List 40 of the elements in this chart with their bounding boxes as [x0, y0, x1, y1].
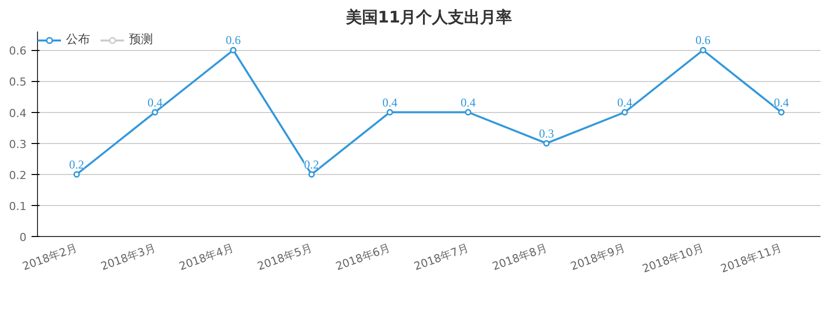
data-label: 0.4: [382, 95, 398, 110]
data-label: 0.4: [460, 95, 476, 110]
data-label: 0.4: [774, 95, 789, 110]
legend-label: 预测: [129, 31, 153, 48]
data-label: 0.3: [538, 126, 554, 140]
data-label: 0.4: [617, 95, 632, 110]
chart-title: 美国11月个人支出月率: [344, 8, 512, 26]
y-tick-label: 0.6: [9, 44, 27, 58]
x-tick-label: 2018年2月: [20, 241, 79, 274]
x-tick-label: 2018年4月: [177, 241, 236, 274]
x-tick-label: 2018年3月: [99, 241, 158, 274]
point: [152, 109, 158, 116]
y-tick-label: 0.4: [9, 106, 27, 120]
point: [308, 171, 315, 178]
data-label: 0.2: [304, 157, 320, 172]
x-tick-label: 2018年6月: [334, 241, 392, 274]
point: [622, 109, 628, 116]
x-tick-label: 2018年8月: [490, 241, 549, 274]
data-label: 0.6: [696, 33, 711, 48]
point: [386, 109, 394, 116]
legend-label: 公布: [66, 31, 90, 48]
x-tick-label: 2018年10月: [640, 241, 706, 276]
point: [778, 109, 785, 116]
point: [700, 46, 706, 54]
x-tick-label: 2018年11月: [718, 241, 784, 276]
y-tick-label: 0.2: [9, 168, 27, 182]
data-label: 0.2: [69, 157, 84, 172]
data-label: 0.6: [226, 33, 241, 48]
y-tick-label: 0.5: [9, 76, 27, 89]
point: [230, 46, 236, 54]
y-tick-label: 0: [20, 231, 26, 244]
x-tick-label: 2018年9月: [568, 241, 627, 274]
point: [464, 109, 472, 116]
point: [543, 140, 550, 147]
y-tick-label: 0.1: [9, 200, 27, 213]
y-tick-label: 0.3: [9, 138, 27, 151]
x-tick-label: 2018年7月: [412, 241, 470, 274]
x-tick-label: 2018年5月: [256, 241, 314, 274]
point: [73, 171, 80, 178]
data-label: 0.4: [147, 95, 162, 110]
